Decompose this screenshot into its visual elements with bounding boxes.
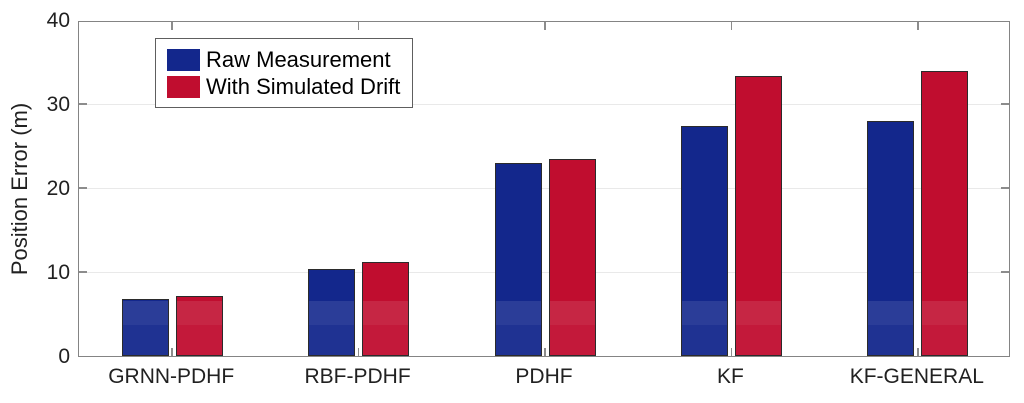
x-tick-mark-top-2 [544, 22, 546, 30]
gridline-y-30 [79, 103, 1009, 105]
y-tick-label-0: 0 [58, 345, 70, 368]
x-tick-mark-bottom-2 [544, 348, 546, 356]
legend-label-1: With Simulated Drift [206, 73, 401, 99]
y-tick-label-10: 10 [46, 261, 70, 284]
legend-swatch-simulated-drift [167, 75, 200, 98]
y-tick-mark-right-10 [1001, 271, 1009, 273]
bar-kf-general-raw [867, 121, 915, 356]
y-tick-mark-left-10 [79, 271, 87, 273]
x-tick-mark-bottom-4 [917, 348, 919, 356]
x-tick-label-2: PDHF [515, 365, 573, 388]
gridline-y-20 [79, 187, 1009, 189]
bar-rbf-pdhf-raw [308, 269, 356, 356]
legend-swatch-raw-measurement [167, 48, 200, 71]
bar-rbf-pdhf-drift [362, 262, 410, 356]
x-tick-label-4: KF-GENERAL [849, 365, 984, 388]
x-tick-mark-top-4 [917, 22, 919, 30]
x-tick-label-1: RBF-PDHF [304, 365, 411, 388]
gridline-y-10 [79, 271, 1009, 273]
legend-row-0: Raw Measurement [167, 46, 400, 73]
y-tick-label-40: 40 [46, 9, 70, 32]
bar-grnn-pdhf-raw [121, 299, 169, 356]
y-tick-mark-right-30 [1001, 103, 1009, 105]
x-tick-mark-top-0 [171, 22, 173, 30]
x-tick-mark-top-3 [730, 22, 733, 30]
y-tick-mark-left-20 [79, 187, 87, 189]
bar-grnn-pdhf-drift [175, 296, 223, 356]
x-tick-mark-bottom-0 [171, 348, 173, 356]
legend-row-1: With Simulated Drift [167, 73, 400, 100]
y-tick-label-20: 20 [46, 177, 70, 200]
x-tick-label-0: GRNN-PDHF [108, 365, 235, 388]
y-tick-mark-left-30 [79, 103, 87, 105]
legend-label-0: Raw Measurement [206, 46, 391, 72]
bar-kf-general-drift [921, 71, 969, 356]
x-tick-mark-bottom-3 [730, 348, 733, 356]
bar-pdhf-raw [494, 163, 542, 356]
bar-pdhf-drift [548, 159, 596, 356]
y-tick-label-30: 30 [46, 93, 70, 116]
legend: Raw Measurement With Simulated Drift [155, 38, 414, 108]
y-tick-mark-right-20 [1001, 187, 1009, 189]
plot-area [78, 21, 1010, 357]
x-tick-mark-top-1 [357, 22, 360, 30]
bar-kf-raw [680, 126, 728, 356]
x-tick-label-3: KF [716, 365, 744, 388]
bar-kf-drift [734, 76, 782, 356]
x-tick-mark-bottom-1 [357, 348, 360, 356]
